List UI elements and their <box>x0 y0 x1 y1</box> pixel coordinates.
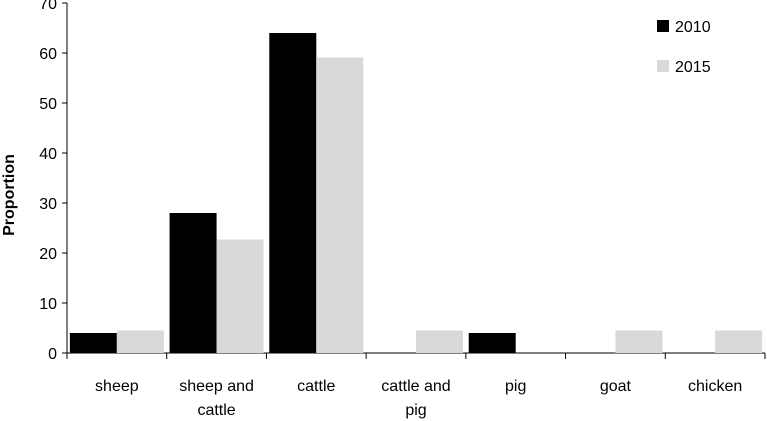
bar-2015-sheep-and-cattle <box>216 239 264 353</box>
bar-2010-pig <box>468 333 516 353</box>
y-tick-label: 30 <box>39 196 57 213</box>
bar-2015-cattle-and-pig <box>416 330 463 353</box>
y-tick-label: 10 <box>39 296 57 313</box>
y-tick-label: 40 <box>39 146 57 163</box>
bar-2015-cattle <box>316 57 364 353</box>
legend: 2010 2015 <box>657 19 711 76</box>
category-label: cattle <box>197 402 235 419</box>
category-label: goat <box>600 378 632 395</box>
bar-2015-sheep <box>116 330 164 353</box>
bar-2015-chicken <box>715 330 763 353</box>
legend-swatch-2010 <box>657 20 669 32</box>
bar-2010-cattle <box>269 33 317 353</box>
legend-swatch-2015 <box>657 60 669 72</box>
category-label: pig <box>505 378 526 395</box>
y-tick-label: 70 <box>39 0 57 13</box>
y-tick-label: 20 <box>39 246 57 263</box>
category-label: cattle and <box>381 378 450 395</box>
bar-2010-sheep <box>69 333 117 353</box>
category-label: pig <box>405 402 426 419</box>
y-tick-label: 50 <box>39 96 57 113</box>
bars <box>69 33 763 353</box>
y-tick-label: 60 <box>39 46 57 63</box>
y-tick-label: 0 <box>48 346 57 363</box>
legend-label-2010: 2010 <box>675 19 711 36</box>
category-label: sheep and <box>179 378 254 395</box>
bar-2010-sheep-and-cattle <box>169 213 217 353</box>
bar-2015-goat <box>615 330 663 353</box>
y-axis-title: Proportion <box>1 154 18 236</box>
category-label: sheep <box>95 378 139 395</box>
y-ticks: 0 10 20 30 40 50 60 70 <box>39 0 67 363</box>
legend-label-2015: 2015 <box>675 59 711 76</box>
category-labels: sheep sheep and cattle cattle cattle and pig p… <box>95 378 742 419</box>
category-label: chicken <box>688 378 742 395</box>
category-label: cattle <box>297 378 335 395</box>
